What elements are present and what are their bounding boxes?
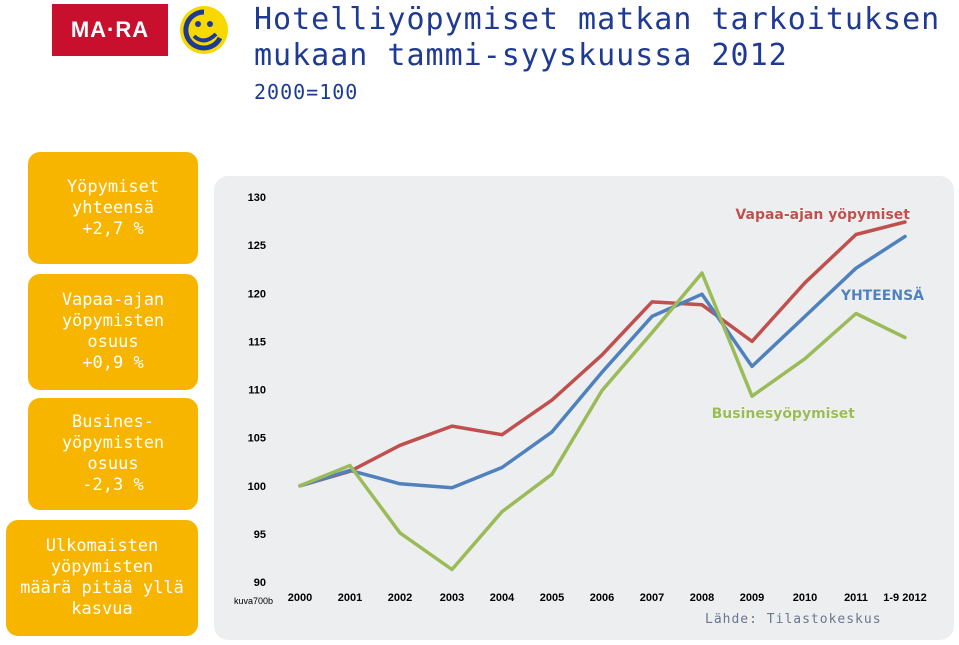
- x-tick-label: 2006: [590, 592, 614, 604]
- series-line: [298, 220, 907, 488]
- y-tick-label: 90: [254, 577, 266, 589]
- total-summary-box: Yöpymiset yhteensä +2,7 %: [28, 152, 198, 264]
- series-label: Vapaa-ajan yöpymiset: [735, 207, 910, 223]
- x-tick-label: 2007: [640, 592, 664, 604]
- foreign-guests-box: Ulkomaisten yöpymisten määrä pitää yllä …: [6, 520, 198, 636]
- y-tick-label: 95: [254, 529, 266, 541]
- mara-logo: MA·RA: [52, 4, 168, 56]
- business-share-box: Busines- yöpymisten osuus -2,3 %: [28, 398, 198, 510]
- x-tick-label: 2002: [388, 592, 412, 604]
- y-tick-label: 130: [248, 192, 266, 204]
- y-tick-label: 125: [248, 240, 266, 252]
- page-subtitle: 2000=100: [254, 80, 359, 104]
- x-tick-label: 1-9 2012: [883, 592, 926, 604]
- x-tick-label: 2001: [338, 592, 362, 604]
- y-tick-label: 100: [248, 481, 266, 493]
- x-tick-label: 2005: [540, 592, 564, 604]
- smiley-logo-icon: [180, 6, 228, 54]
- x-tick-label: 2003: [440, 592, 464, 604]
- x-tick-label: 2009: [740, 592, 764, 604]
- x-tick-label: 2000: [288, 592, 312, 604]
- figure-code: kuva700b: [234, 596, 274, 606]
- series-label: Businesyöpymiset: [712, 406, 856, 422]
- page-title: Hotelliyöpymiset matkan tarkoituksen muk…: [254, 2, 941, 73]
- y-tick-label: 120: [248, 288, 266, 300]
- y-tick-label: 115: [248, 336, 266, 348]
- x-tick-label: 2010: [793, 592, 817, 604]
- series-label: YHTEENSÄ: [840, 287, 924, 304]
- x-tick-label: 2004: [490, 592, 515, 604]
- x-tick-label: 2008: [690, 592, 714, 604]
- x-tick-label: 2011: [844, 592, 868, 604]
- y-tick-label: 105: [248, 433, 266, 445]
- leisure-share-box: Vapaa-ajan yöpymisten osuus +0,9 %: [28, 274, 198, 390]
- source-note: Lähde: Tilastokeskus: [705, 612, 882, 627]
- y-tick-label: 110: [248, 385, 266, 397]
- chart-panel: [214, 176, 954, 640]
